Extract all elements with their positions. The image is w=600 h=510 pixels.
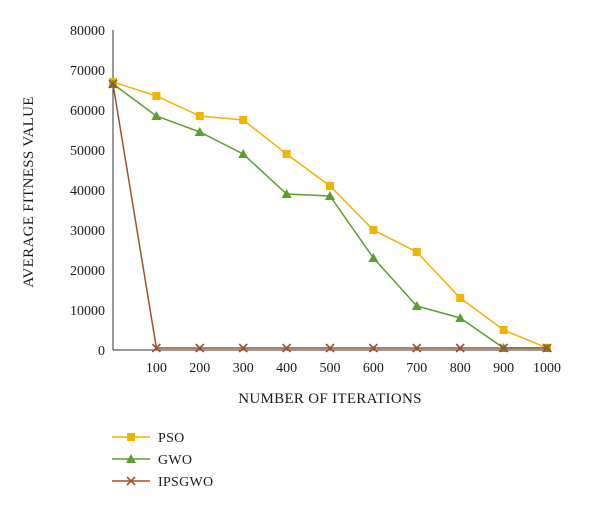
legend-label: GWO <box>158 453 192 468</box>
x-axis-title: NUMBER OF ITERATIONS <box>238 391 422 407</box>
x-tick-label: 300 <box>233 361 254 376</box>
legend-label: IPSGWO <box>158 475 213 490</box>
data-point-pso <box>195 112 204 120</box>
x-tick-label: 500 <box>320 361 341 376</box>
series-ipsgwo <box>108 79 552 353</box>
y-tick-label: 0 <box>98 344 105 359</box>
x-tick-label: 400 <box>276 361 297 376</box>
y-tick-label: 30000 <box>70 224 105 239</box>
data-point-pso <box>326 182 334 190</box>
data-point-ipsgwo <box>282 343 292 353</box>
data-point-ipsgwo <box>108 79 118 89</box>
data-point-gwo <box>194 127 205 136</box>
legend-item-pso: PSO <box>112 431 185 446</box>
data-point-ipsgwo <box>412 343 422 353</box>
x-tick-label: 900 <box>493 361 514 376</box>
legend: PSO GWO IPSGWO <box>112 431 213 490</box>
series-gwo <box>108 79 552 352</box>
data-point-pso <box>239 116 248 124</box>
x-tick-label: 100 <box>146 361 167 376</box>
data-point-ipsgwo <box>455 343 465 353</box>
data-point-pso <box>499 326 508 334</box>
legend-item-ipsgwo: IPSGWO <box>112 475 213 490</box>
data-point-ipsgwo <box>542 343 552 353</box>
y-axis-title: AVERAGE FITNESS VALUE <box>21 96 37 287</box>
x-tick-label: 700 <box>406 361 427 376</box>
legend-item-gwo: GWO <box>112 453 192 468</box>
y-tick-label: 60000 <box>70 104 105 119</box>
data-point-pso <box>152 92 161 100</box>
legend-marker <box>126 476 136 486</box>
data-point-gwo <box>455 313 466 322</box>
y-tick-label: 80000 <box>70 24 105 39</box>
x-tick-label: 1000 <box>533 361 561 376</box>
series-pso <box>109 78 551 352</box>
data-point-gwo <box>238 149 249 158</box>
data-point-gwo <box>325 191 335 200</box>
data-point-ipsgwo <box>325 343 335 353</box>
data-point-ipsgwo <box>499 343 509 353</box>
data-point-pso <box>412 248 421 256</box>
y-tick-label: 50000 <box>70 144 105 159</box>
data-point-ipsgwo <box>195 343 205 353</box>
y-tick-label: 40000 <box>70 184 105 199</box>
x-tick-label: 600 <box>363 361 384 376</box>
legend-marker <box>126 454 136 463</box>
x-tick-label: 200 <box>189 361 210 376</box>
series-group <box>108 78 552 353</box>
data-point-pso <box>282 150 291 158</box>
data-point-pso <box>456 294 465 302</box>
data-point-ipsgwo <box>238 343 248 353</box>
x-tick-label: 800 <box>450 361 471 376</box>
data-point-gwo <box>151 111 162 120</box>
legend-marker <box>127 433 135 441</box>
series-line-gwo <box>112 83 547 349</box>
y-tick-labels: 0 10000 20000 30000 40000 50000 60000 70000 8000… <box>70 24 105 359</box>
data-point-ipsgwo <box>368 343 378 353</box>
legend-label: PSO <box>158 431 185 446</box>
x-tick-labels: 100 200 300 400 500 600 700 800 900 1000 <box>146 361 561 376</box>
data-point-gwo <box>411 301 422 310</box>
series-line-pso <box>112 81 548 349</box>
y-tick-label: 10000 <box>70 304 105 319</box>
y-tick-label: 20000 <box>70 264 105 279</box>
data-point-pso <box>369 226 378 234</box>
data-point-gwo <box>281 189 292 198</box>
y-tick-label: 70000 <box>70 64 105 79</box>
data-point-ipsgwo <box>151 343 161 353</box>
data-point-gwo <box>368 253 379 262</box>
